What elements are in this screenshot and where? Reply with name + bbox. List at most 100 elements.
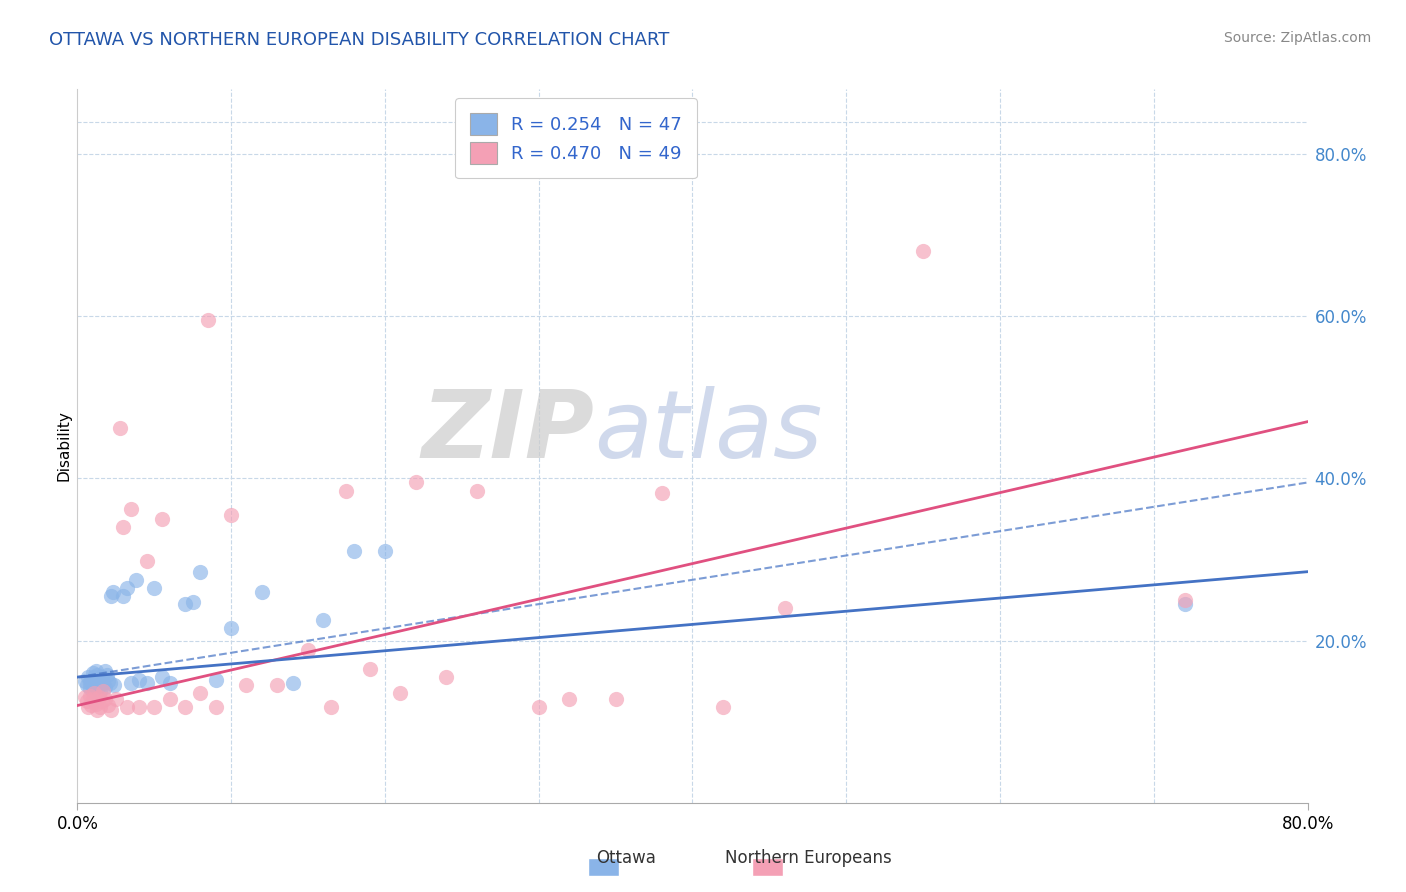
Point <box>94 665 117 679</box>
Point <box>94 692 117 706</box>
Point <box>405 475 427 490</box>
Point <box>174 597 197 611</box>
Point <box>135 675 157 690</box>
Point <box>143 700 166 714</box>
Point <box>150 512 173 526</box>
Point <box>89 678 111 692</box>
Point <box>94 680 117 694</box>
Point <box>100 702 122 716</box>
Point <box>773 601 796 615</box>
Point <box>103 678 125 692</box>
Point <box>100 589 122 603</box>
Point <box>73 674 96 689</box>
Point <box>86 667 108 681</box>
Point <box>389 686 412 700</box>
Legend: R = 0.254   N = 47, R = 0.470   N = 49: R = 0.254 N = 47, R = 0.470 N = 49 <box>456 98 696 178</box>
Point <box>89 684 111 698</box>
Point <box>343 544 366 558</box>
Text: OTTAWA VS NORTHERN EUROPEAN DISABILITY CORRELATION CHART: OTTAWA VS NORTHERN EUROPEAN DISABILITY C… <box>49 31 669 49</box>
Point <box>83 684 105 698</box>
Point <box>219 622 242 636</box>
Point <box>86 702 108 716</box>
Point <box>159 692 181 706</box>
Text: Northern Europeans: Northern Europeans <box>725 849 891 867</box>
Point <box>128 673 150 687</box>
Point <box>83 670 105 684</box>
Point <box>651 486 673 500</box>
Point <box>112 589 135 603</box>
Point <box>266 678 288 692</box>
Point <box>527 700 550 714</box>
Point <box>77 700 100 714</box>
Point <box>79 675 101 690</box>
Point <box>465 483 488 498</box>
Point <box>219 508 242 522</box>
Point <box>143 581 166 595</box>
Point <box>125 573 148 587</box>
Point <box>73 690 96 705</box>
Point <box>101 585 124 599</box>
Text: atlas: atlas <box>595 386 823 477</box>
Point <box>150 670 173 684</box>
Point <box>96 668 118 682</box>
Point <box>319 700 342 714</box>
Point <box>93 684 115 698</box>
Point <box>80 673 103 687</box>
Point <box>120 502 142 516</box>
Point <box>188 565 212 579</box>
Point <box>359 662 381 676</box>
Point <box>97 674 120 689</box>
Point <box>188 686 212 700</box>
Point <box>558 692 581 706</box>
Point <box>374 544 396 558</box>
Text: Source: ZipAtlas.com: Source: ZipAtlas.com <box>1223 31 1371 45</box>
Point <box>281 675 304 690</box>
Point <box>80 698 103 713</box>
Point <box>76 694 98 708</box>
Point <box>115 581 138 595</box>
Point <box>90 694 114 708</box>
Text: ZIP: ZIP <box>422 385 595 478</box>
Point <box>87 690 110 705</box>
Point <box>93 675 115 690</box>
Point <box>159 675 181 690</box>
Point <box>84 675 107 690</box>
Point <box>128 700 150 714</box>
Point <box>204 700 226 714</box>
Point <box>120 675 142 690</box>
Point <box>83 686 105 700</box>
Point <box>235 678 257 692</box>
Point <box>82 692 104 706</box>
Point <box>174 700 197 714</box>
Point <box>77 670 100 684</box>
Point <box>436 670 458 684</box>
Point <box>912 244 935 259</box>
Point <box>135 554 157 568</box>
Point <box>97 698 120 713</box>
Point <box>90 670 114 684</box>
Point <box>204 673 226 687</box>
Point <box>76 678 98 692</box>
Point <box>79 689 101 703</box>
Point <box>104 692 127 706</box>
Point <box>86 681 108 695</box>
Point <box>197 313 219 327</box>
Point <box>335 483 357 498</box>
Point <box>605 692 627 706</box>
Point <box>112 520 135 534</box>
Point <box>1174 597 1197 611</box>
Point <box>181 595 204 609</box>
Point <box>84 665 107 679</box>
Point <box>115 700 138 714</box>
Point <box>98 675 121 690</box>
Point <box>1174 593 1197 607</box>
Point <box>312 613 335 627</box>
Point <box>89 700 111 714</box>
Point <box>79 681 101 695</box>
Point <box>110 421 132 435</box>
Point <box>250 585 273 599</box>
Point <box>87 674 110 689</box>
Point <box>84 697 107 711</box>
Point <box>297 643 319 657</box>
Point <box>711 700 734 714</box>
